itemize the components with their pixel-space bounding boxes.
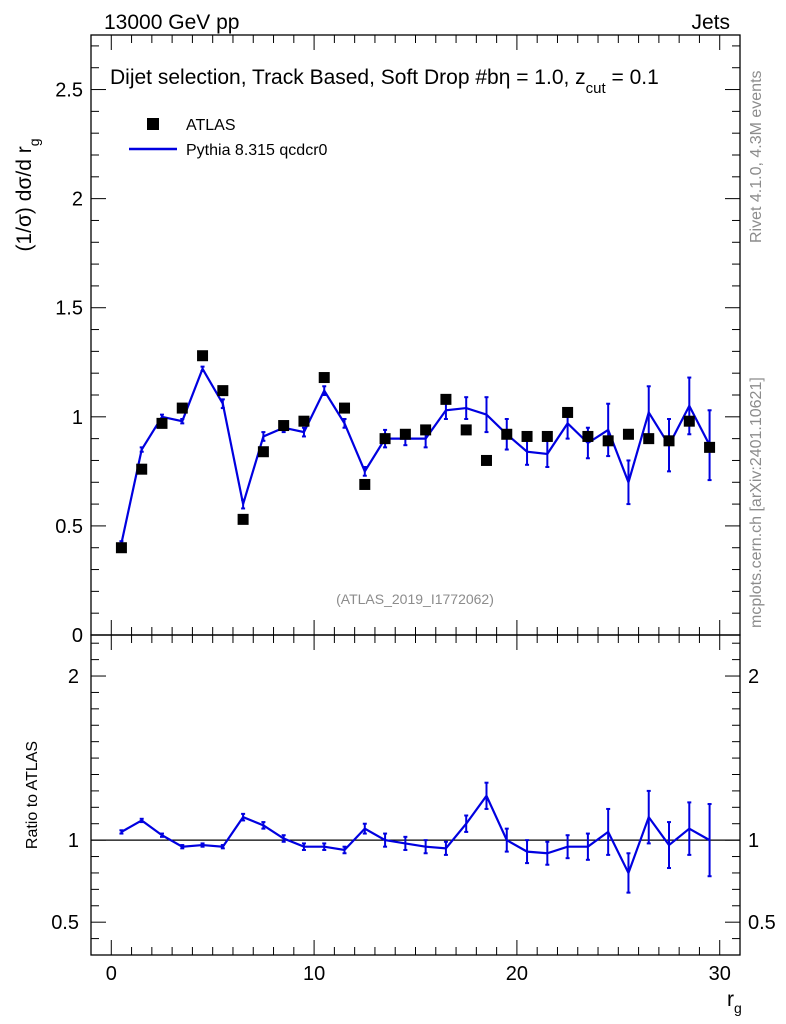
- atlas-data-point: [176, 402, 188, 414]
- legend: ATLAS Pythia 8.315 qcdcr0: [129, 117, 328, 159]
- legend-marker-atlas: [147, 118, 159, 130]
- atlas-data-point: [115, 542, 127, 554]
- energy-label: 13000 GeV pp: [104, 11, 239, 34]
- atlas-data-point: [663, 435, 675, 447]
- atlas-data-point: [318, 372, 330, 384]
- atlas-data-point: [339, 402, 351, 414]
- atlas-data-point: [602, 435, 614, 447]
- x-tick-label: 20: [506, 963, 528, 985]
- mcplots-label: mcplots.cern.ch [arXiv:2401.10621]: [748, 377, 765, 628]
- main-y-tick-label-zero: 0: [72, 625, 83, 647]
- ratio-series-line: [120, 793, 711, 876]
- ratio-panel: 0 10 20 30 0.5 0.5 1 1 2 2 Ratio to ATLAS rg: [24, 634, 776, 1016]
- atlas-data-point: [460, 424, 472, 436]
- atlas-data-point: [622, 428, 634, 440]
- ratio-y-tick-label-right: 0.5: [748, 912, 776, 934]
- main-title: Dijet selection, Track Based, Soft Drop …: [110, 66, 659, 97]
- atlas-data-point: [501, 428, 513, 440]
- atlas-data-point: [704, 441, 716, 453]
- ratio-y-tick-label: 1: [68, 830, 79, 852]
- pythia-series-line: [120, 366, 711, 544]
- x-tick-label: 30: [709, 963, 731, 985]
- atlas-data-point: [420, 424, 432, 436]
- atlas-data-point: [440, 393, 452, 405]
- x-tick-label: 0: [106, 963, 117, 985]
- atlas-data-point: [480, 454, 492, 466]
- ratio-axes: 0 10 20 30 0.5 0.5 1 1 2 2: [51, 635, 776, 985]
- ratio-y-tick-label-right: 1: [748, 830, 759, 852]
- x-tick-label: 10: [303, 963, 325, 985]
- ratio-y-axis-label: Ratio to ATLAS: [24, 741, 41, 849]
- analysis-watermark: (ATLAS_2019_I1772062): [336, 591, 494, 607]
- atlas-data-point: [643, 433, 655, 445]
- atlas-data-point: [359, 478, 371, 490]
- atlas-data-point: [156, 417, 168, 429]
- atlas-data-point: [197, 350, 209, 362]
- atlas-data-point: [562, 406, 574, 418]
- atlas-data-point: [683, 415, 695, 427]
- ratio-frame: [90, 634, 741, 956]
- legend-label-atlas: ATLAS: [186, 117, 236, 134]
- process-label: Jets: [691, 11, 730, 34]
- atlas-data-point: [541, 430, 553, 442]
- ratio-y-tick-label: 2: [68, 666, 79, 688]
- x-axis-label: rg: [727, 988, 742, 1016]
- atlas-data-point: [278, 420, 290, 432]
- main-panel: 0.5 1 1.5 2 2.5 0 (ATLAS_2019_I1772062) Dijet…: [13, 34, 741, 647]
- rivet-version-label: Rivet 4.1.0, 4.3M events: [748, 70, 765, 243]
- atlas-data-point: [521, 430, 533, 442]
- main-y-tick-label: 1: [72, 407, 83, 429]
- main-axes: 0.5 1 1.5 2 2.5 0: [55, 35, 740, 647]
- atlas-data-point: [379, 433, 391, 445]
- ratio-y-tick-label: 0.5: [51, 912, 79, 934]
- atlas-data-point: [399, 428, 411, 440]
- atlas-data-point: [582, 430, 594, 442]
- main-y-tick-label: 2.5: [55, 80, 83, 102]
- ratio-y-tick-label-right: 2: [748, 666, 759, 688]
- main-y-tick-label: 1.5: [55, 298, 83, 320]
- atlas-data-point: [136, 463, 148, 475]
- atlas-data-point: [257, 446, 269, 458]
- main-y-axis-label: (1/σ) dσ/d rg: [13, 138, 42, 251]
- legend-label-pythia: Pythia 8.315 qcdcr0: [186, 142, 328, 159]
- atlas-data-point: [298, 415, 310, 427]
- atlas-data-point: [237, 513, 249, 525]
- main-y-tick-label: 2: [72, 189, 83, 211]
- atlas-data-point: [217, 385, 229, 397]
- main-y-tick-label: 0.5: [55, 516, 83, 538]
